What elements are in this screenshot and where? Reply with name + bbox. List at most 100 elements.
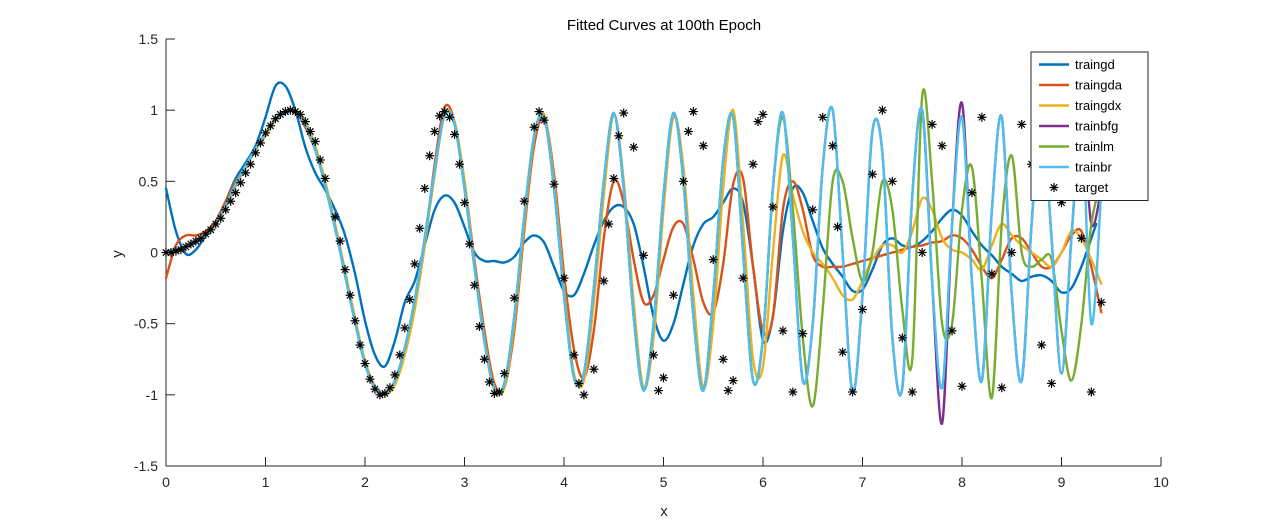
target-marker [310, 136, 320, 146]
target-marker [265, 121, 275, 131]
target-marker [216, 213, 226, 223]
legend-entry-traingdx[interactable]: traingdx [1039, 98, 1122, 113]
target-marker [390, 370, 400, 380]
series-line-traingd [164, 81, 1098, 369]
series-line-trainlm [164, 88, 1103, 408]
target-marker [917, 248, 927, 257]
target-marker [420, 183, 430, 193]
legend-label: traingdx [1075, 98, 1122, 113]
target-marker [1047, 378, 1057, 388]
target-marker [838, 347, 848, 357]
target-marker [818, 112, 828, 122]
target-marker [619, 108, 629, 118]
target-marker [256, 138, 266, 148]
target-marker [1096, 297, 1106, 307]
x-tick-label: 6 [759, 474, 767, 490]
target-marker [599, 276, 609, 286]
y-tick-label: 1.5 [139, 31, 159, 47]
target-marker [1037, 340, 1047, 350]
target-marker [629, 142, 639, 152]
target-marker [723, 386, 733, 396]
target-marker [848, 387, 858, 397]
target-marker [221, 205, 231, 215]
target-marker [947, 326, 957, 336]
chart-title: Fitted Curves at 100th Epoch [567, 17, 761, 34]
target-marker [708, 255, 718, 265]
target-marker [534, 107, 544, 117]
target-marker [688, 107, 698, 117]
target-marker [718, 354, 728, 364]
target-marker [211, 219, 221, 229]
target-marker [290, 107, 300, 117]
target-marker [833, 222, 843, 232]
y-axis-label: y [109, 250, 126, 258]
target-marker [226, 196, 236, 206]
legend-label: traingda [1075, 78, 1123, 93]
target-marker [335, 236, 345, 246]
target-marker [683, 127, 693, 137]
target-marker [957, 381, 967, 391]
target-marker [350, 316, 360, 326]
target-marker [400, 323, 410, 333]
legend-label: trainbr [1075, 160, 1113, 175]
target-marker [549, 179, 559, 189]
target-marker [1086, 387, 1096, 397]
target-marker [828, 141, 838, 151]
target-marker [186, 239, 196, 249]
target-marker [241, 168, 251, 178]
legend-entry-traingda[interactable]: traingda [1039, 78, 1123, 93]
target-marker [315, 155, 325, 165]
target-marker [206, 225, 216, 235]
target-marker [246, 159, 256, 169]
target-marker [340, 265, 350, 275]
target-marker [1017, 119, 1027, 129]
target-marker [778, 326, 788, 336]
target-marker [698, 141, 708, 151]
target-marker [460, 198, 469, 208]
target-marker [559, 273, 569, 283]
target-marker [937, 141, 947, 151]
target-marker [967, 188, 977, 198]
legend-entry-target[interactable]: target [1049, 180, 1109, 195]
target-marker [867, 169, 877, 179]
legend-label: trainlm [1075, 139, 1114, 154]
target-marker [280, 107, 290, 117]
target-marker [877, 105, 887, 115]
legend-entry-trainbr[interactable]: trainbr [1039, 160, 1113, 175]
target-marker [748, 159, 758, 169]
legend-entry-traingd[interactable]: traingd [1039, 57, 1115, 72]
target-marker [1007, 248, 1017, 257]
legend[interactable]: traingd traingda traingdx trainbfg trainlm tr… [1030, 51, 1149, 201]
target-marker [365, 374, 375, 384]
target-marker [464, 239, 474, 249]
target-marker [579, 390, 589, 400]
legend-label: target [1075, 180, 1109, 195]
target-marker [484, 377, 494, 387]
target-marker [499, 368, 509, 378]
target-marker [176, 245, 186, 255]
target-marker [788, 387, 798, 397]
target-marker [808, 205, 818, 215]
target-marker [529, 122, 539, 132]
target-marker [370, 384, 380, 394]
target-marker [251, 148, 261, 158]
target-marker [659, 373, 668, 383]
target-marker [738, 273, 748, 283]
target-marker [897, 333, 907, 343]
target-marker [798, 329, 808, 339]
legend-entry-trainbfg[interactable]: trainbfg [1039, 119, 1118, 134]
target-marker [474, 322, 484, 332]
target-marker [1076, 233, 1086, 243]
target-marker [380, 388, 390, 398]
target-marker [489, 388, 499, 398]
target-marker [410, 259, 420, 269]
target-marker [320, 173, 330, 183]
target-marker [927, 119, 937, 129]
x-axis-label: x [660, 503, 668, 520]
x-tick-label: 3 [461, 474, 469, 490]
target-marker [479, 354, 489, 364]
legend-entry-trainlm[interactable]: trainlm [1039, 139, 1114, 154]
target-marker [639, 250, 649, 260]
target-marker [977, 112, 987, 122]
target-marker [445, 112, 455, 122]
